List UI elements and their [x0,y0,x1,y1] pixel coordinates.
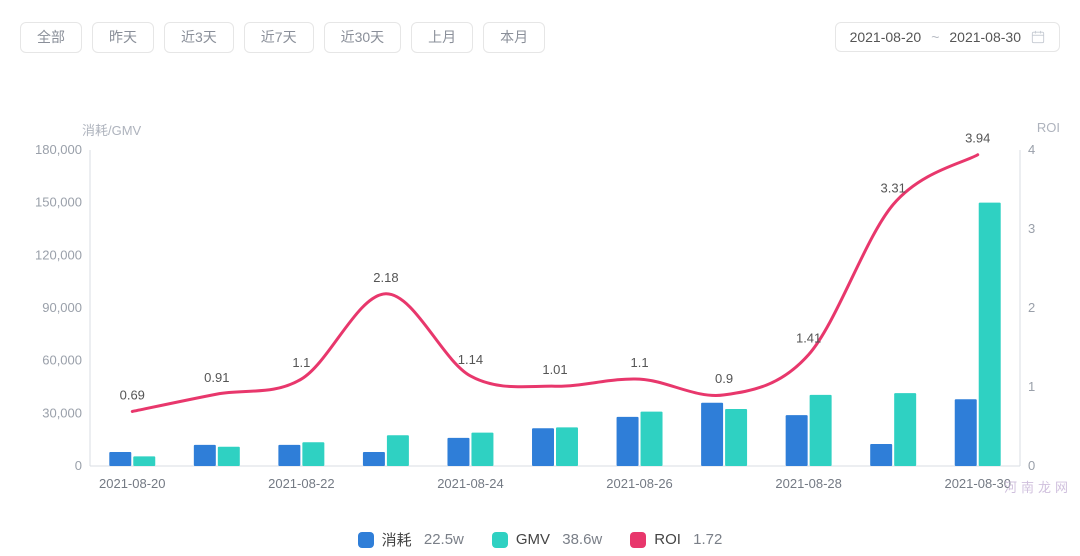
date-filter-3[interactable]: 近7天 [244,22,314,53]
svg-text:30,000: 30,000 [42,405,82,420]
legend-item-consume[interactable]: 消耗 22.5w [358,529,464,550]
date-from: 2021-08-20 [850,29,922,45]
svg-text:1: 1 [1028,379,1035,394]
svg-text:2021-08-26: 2021-08-26 [606,476,673,491]
chart-svg: 0 30,000 60,000 90,000 120,000 150,000 180,000… [20,120,1060,516]
svg-text:2: 2 [1028,300,1035,315]
legend-item-roi[interactable]: ROI 1.72 [630,529,722,550]
legend-label-roi: ROI [654,531,681,548]
y-axis-left-title: 消耗/GMV [82,120,141,139]
calendar-icon [1031,30,1045,44]
legend-swatch-roi [630,532,646,548]
date-filter-6[interactable]: 本月 [483,22,545,53]
legend-value-consume: 22.5w [420,531,464,548]
date-filter-0[interactable]: 全部 [20,22,82,53]
date-filter-group: 全部昨天近3天近7天近30天上月本月 [20,22,545,53]
svg-text:60,000: 60,000 [42,353,82,368]
date-range-separator: ~ [931,29,939,45]
svg-text:2021-08-30: 2021-08-30 [944,476,1011,491]
svg-text:1.1: 1.1 [292,355,310,370]
svg-text:3.31: 3.31 [881,181,906,196]
svg-text:2021-08-22: 2021-08-22 [268,476,335,491]
legend: 消耗 22.5w GMV 38.6w ROI 1.72 [0,529,1080,550]
legend-value-gmv: 38.6w [558,531,602,548]
svg-text:0: 0 [75,458,82,473]
date-filter-2[interactable]: 近3天 [164,22,234,53]
svg-text:180,000: 180,000 [35,142,82,157]
date-filter-5[interactable]: 上月 [411,22,473,53]
svg-text:0: 0 [1028,458,1035,473]
svg-text:3: 3 [1028,221,1035,236]
svg-text:0.69: 0.69 [120,387,145,402]
chart-area: 消耗/GMV ROI 0 30,000 60,000 90,000 120,000 150… [20,120,1060,516]
svg-text:2021-08-20: 2021-08-20 [99,476,166,491]
svg-text:1.01: 1.01 [542,362,567,377]
svg-text:1.1: 1.1 [631,355,649,370]
y-axis-right-title: ROI [1037,120,1060,135]
legend-swatch-gmv [492,532,508,548]
svg-text:3.94: 3.94 [965,131,990,146]
svg-text:150,000: 150,000 [35,195,82,210]
date-filter-4[interactable]: 近30天 [324,22,402,53]
date-filter-1[interactable]: 昨天 [92,22,154,53]
watermark-text: 河南龙网 [1004,477,1072,496]
legend-label-gmv: GMV [516,531,550,548]
svg-text:4: 4 [1028,142,1035,157]
svg-text:2021-08-24: 2021-08-24 [437,476,504,491]
svg-text:2.18: 2.18 [373,270,398,285]
date-to: 2021-08-30 [949,29,1021,45]
legend-value-roi: 1.72 [689,531,722,548]
svg-text:2021-08-28: 2021-08-28 [775,476,842,491]
svg-text:90,000: 90,000 [42,300,82,315]
svg-text:1.14: 1.14 [458,352,483,367]
svg-text:1.41: 1.41 [796,331,821,346]
svg-text:120,000: 120,000 [35,247,82,262]
toolbar: 全部昨天近3天近7天近30天上月本月 2021-08-20 ~ 2021-08-… [0,0,1080,53]
date-range-picker[interactable]: 2021-08-20 ~ 2021-08-30 [835,22,1060,52]
svg-text:0.9: 0.9 [715,371,733,386]
svg-text:0.91: 0.91 [204,370,229,385]
legend-item-gmv[interactable]: GMV 38.6w [492,529,602,550]
legend-swatch-consume [358,532,374,548]
legend-label-consume: 消耗 [382,529,412,550]
